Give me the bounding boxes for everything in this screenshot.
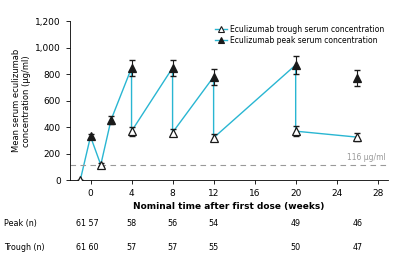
Text: 58: 58: [126, 219, 137, 228]
Text: Trough (n): Trough (n): [4, 243, 45, 252]
Text: 57: 57: [126, 243, 137, 252]
Text: 47: 47: [352, 243, 362, 252]
Text: 116 μg/ml: 116 μg/ml: [347, 153, 386, 162]
Text: 50: 50: [291, 243, 301, 252]
Text: 61 57: 61 57: [76, 219, 99, 228]
Text: 61 60: 61 60: [76, 243, 99, 252]
Text: 57: 57: [168, 243, 178, 252]
Legend: Eculizumab trough serum concentration, Eculizumab peak serum concentration: Eculizumab trough serum concentration, E…: [216, 25, 384, 45]
Text: 55: 55: [208, 243, 219, 252]
Text: 49: 49: [291, 219, 301, 228]
Text: Peak (n): Peak (n): [4, 219, 37, 228]
Text: 46: 46: [352, 219, 362, 228]
Y-axis label: Mean serum eculizumab
concentration (μg/ml): Mean serum eculizumab concentration (μg/…: [12, 49, 31, 152]
X-axis label: Nominal time after first dose (weeks): Nominal time after first dose (weeks): [133, 202, 325, 211]
Text: 56: 56: [168, 219, 178, 228]
Text: 54: 54: [208, 219, 219, 228]
